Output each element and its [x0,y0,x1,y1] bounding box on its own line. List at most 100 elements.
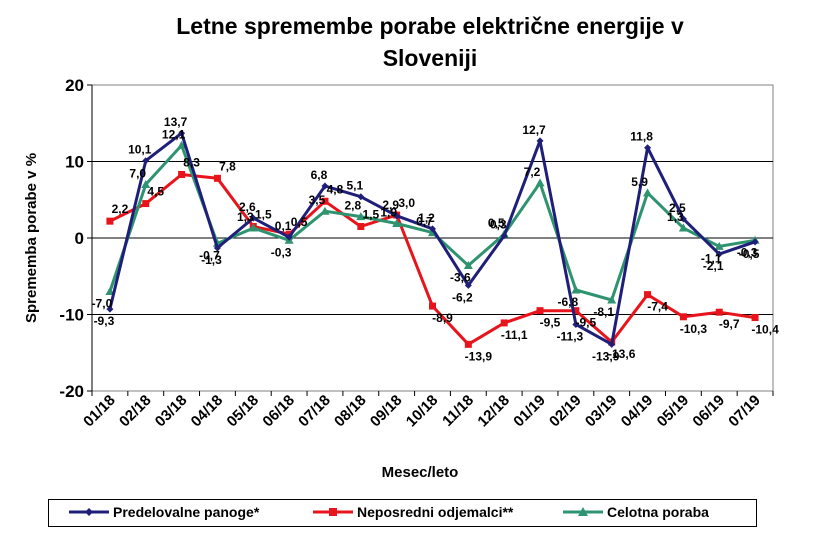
data-label: 12,7 [522,123,546,137]
x-tick-label: 06/19 [689,392,728,431]
data-label: -2,1 [703,259,724,273]
data-point-celotna-poraba [320,206,330,215]
data-label: 4,5 [147,185,164,199]
data-point-neposredni-odjemalci [644,291,652,299]
legend: Predelovalne panoge* Neposredni odjemalci… [48,499,757,527]
data-label: 0,1 [275,219,292,233]
data-label: 1,5 [362,208,379,222]
data-label: 0,3 [490,218,507,232]
data-point-celotna-poraba [714,241,724,250]
x-tick-label: 05/18 [224,392,263,431]
data-label: -9,5 [576,316,597,330]
data-point-neposredni-odjemalci [321,197,329,205]
data-point-predelovalne-panoge [357,193,365,201]
data-point-neposredni-odjemalci [464,340,472,348]
data-label: -9,7 [719,317,740,331]
data-label: 10,1 [128,143,152,157]
data-label: 7,8 [219,159,236,173]
data-point-celotna-poraba [177,140,187,149]
data-point-predelovalne-panoge [106,305,114,313]
x-tick-label: 03/18 [152,392,191,431]
series-lines [105,129,760,348]
data-point-predelovalne-panoge [715,250,723,258]
x-tick-label: 07/19 [725,392,764,431]
chart-title-line-2: Sloveniji [382,45,478,71]
data-label: -3,6 [450,271,471,285]
data-point-predelovalne-panoge [429,225,436,233]
data-point-predelovalne-panoge [751,238,759,246]
data-label: 0,5 [488,216,505,230]
data-label: -13,6 [608,347,636,361]
data-point-celotna-poraba [607,295,617,304]
data-point-predelovalne-panoge [213,244,221,252]
legend-item-celotna-poraba: Celotna poraba [561,504,709,520]
data-label: -6,2 [452,290,473,304]
data-point-celotna-poraba [248,223,258,232]
y-tick-label: 0 [75,229,84,248]
data-label: -0,3 [737,245,758,259]
data-point-predelovalne-panoge [608,340,616,348]
data-label: 2,5 [669,201,686,215]
x-tick-label: 12/18 [474,392,513,431]
data-label: -0,7 [199,248,220,262]
data-label: -11,3 [557,329,584,343]
legend-item-predelovalne-panoge: Predelovalne panoge* [67,504,259,520]
gridlines [92,161,773,315]
data-point-celotna-poraba [535,178,545,187]
y-tick-label: 20 [65,76,84,95]
x-tick-label: 10/18 [403,392,442,431]
x-tick-label: 01/19 [510,392,549,431]
data-point-neposredni-odjemalci [213,174,221,182]
data-label: -6,8 [558,295,579,309]
data-point-predelovalne-panoge [249,214,257,222]
legend-swatch-predelovalne-panoge [69,508,109,516]
data-label: 11,8 [630,130,653,144]
data-point-neposredni-odjemalci [715,308,723,316]
data-label: -11,1 [501,328,528,342]
data-label: -13,9 [592,349,620,363]
data-label: -9,3 [94,314,115,328]
chart-title-line-1: Letne spremembe porabe električne energi… [176,13,684,39]
data-label: 1,3 [237,210,254,224]
data-label: 6,8 [311,168,328,182]
y-tick-label: -20 [59,382,84,401]
data-label: 8,3 [183,156,200,170]
data-point-neposredni-odjemalci [751,314,759,322]
data-label: 1,9 [380,205,397,219]
data-labels: -9,3 10,1 13,7 -1,3 2,6 0,1 6,8 5,1 2,9 1,2 -6,2 0,… [92,115,779,363]
data-label: 3,5 [309,193,326,207]
data-label: -13,9 [465,349,493,363]
data-label: 12,1 [162,127,186,141]
data-point-celotna-poraba [105,287,115,296]
legend-item-neposredni-odjemalci: Neposredni odjemalci** [311,504,513,520]
data-point-celotna-poraba [141,179,151,188]
data-label: 0,5 [291,215,308,229]
data-point-celotna-poraba [463,261,473,270]
data-point-predelovalne-panoge [142,157,150,165]
data-label: 3,0 [398,196,415,210]
data-label: -8,1 [593,305,614,319]
legend-swatch-celotna-poraba [563,507,603,516]
data-label: 2,6 [239,200,256,214]
x-tick-label: 01/18 [80,392,119,431]
data-label: 1,5 [255,208,272,222]
legend-label: Predelovalne panoge* [113,504,260,520]
data-point-predelovalne-panoge [464,281,472,289]
data-point-predelovalne-panoge [536,137,544,145]
data-point-neposredni-odjemalci [679,313,687,321]
data-point-predelovalne-panoge [393,212,401,220]
data-point-celotna-poraba [643,188,653,197]
x-tick-label: 02/19 [546,392,585,431]
data-label: 0,7 [416,215,433,229]
x-axis-label: Mesec/leto [382,464,459,481]
data-point-predelovalne-panoge [644,144,652,152]
data-point-neposredni-odjemalci [142,200,150,208]
data-point-predelovalne-panoge [572,320,580,328]
data-point-predelovalne-panoge [679,215,687,223]
data-label: 1,3 [667,210,684,224]
data-label: 2,8 [344,199,361,213]
data-label: 2,2 [112,202,129,216]
x-tick-label: 07/18 [295,392,334,431]
legend-swatch-neposredni-odjemalci [313,508,353,516]
y-tick-label: -10 [59,306,84,325]
